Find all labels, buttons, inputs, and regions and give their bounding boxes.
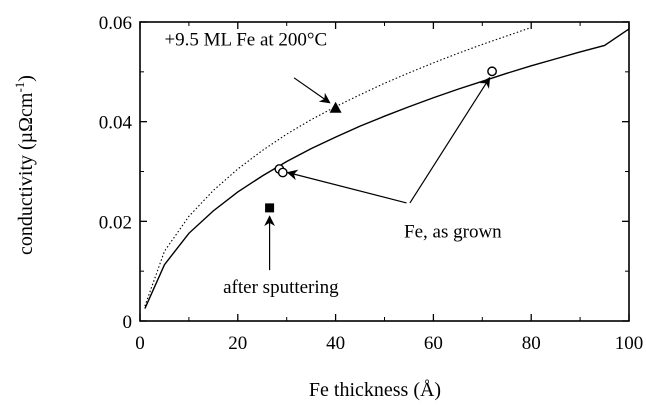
- y-tick-label: 0.02: [99, 212, 132, 233]
- y-axis: 0 0.02 0.04 0.06: [99, 13, 629, 333]
- x-tick-label: 20: [228, 333, 247, 354]
- fit-curves: [144, 26, 630, 309]
- as-grown-point: [277, 167, 288, 178]
- annotation-arrows: [264, 76, 491, 271]
- data-markers: [265, 66, 497, 213]
- y-axis-title-text: conductivity (: [15, 143, 37, 255]
- sputtered-point: [265, 203, 275, 213]
- annotation-arrow: [293, 77, 331, 104]
- x-tick-label: 60: [424, 333, 443, 354]
- after-sputtering-annotation-label: after sputtering: [223, 277, 339, 298]
- plot-frame: [139, 21, 630, 322]
- as-grown-point: [487, 66, 497, 77]
- y-axis-title-close: ): [15, 75, 37, 82]
- x-tick-label: 0: [135, 333, 145, 354]
- annotation-arrow: [409, 76, 491, 204]
- y-axis-title: conductivity (µΩcm-1): [12, 75, 37, 255]
- annotation-arrow: [286, 169, 407, 204]
- annealed-fit-curve: [144, 26, 532, 307]
- plot-area: [139, 21, 630, 322]
- y-tick-label: 0: [123, 312, 133, 333]
- x-tick-label: 100: [615, 333, 644, 354]
- y-axis-title-exponent: -1: [12, 82, 27, 93]
- as-grown-annotation-label: Fe, as grown: [404, 221, 502, 242]
- as-grown-fit-curve: [144, 28, 630, 309]
- x-tick-label: 80: [522, 333, 541, 354]
- y-axis-title-unit: µΩcm: [15, 92, 37, 143]
- annealed-annotation-label: +9.5 ML Fe at 200°C: [164, 29, 327, 50]
- y-tick-label: 0.06: [99, 13, 132, 34]
- annealed-point: [329, 101, 342, 113]
- y-tick-label: 0.04: [99, 113, 133, 134]
- x-axis: 0 20 40 60 80 100: [135, 22, 643, 354]
- x-axis-title: Fe thickness (Å): [309, 379, 441, 401]
- x-tick-label: 40: [326, 333, 345, 354]
